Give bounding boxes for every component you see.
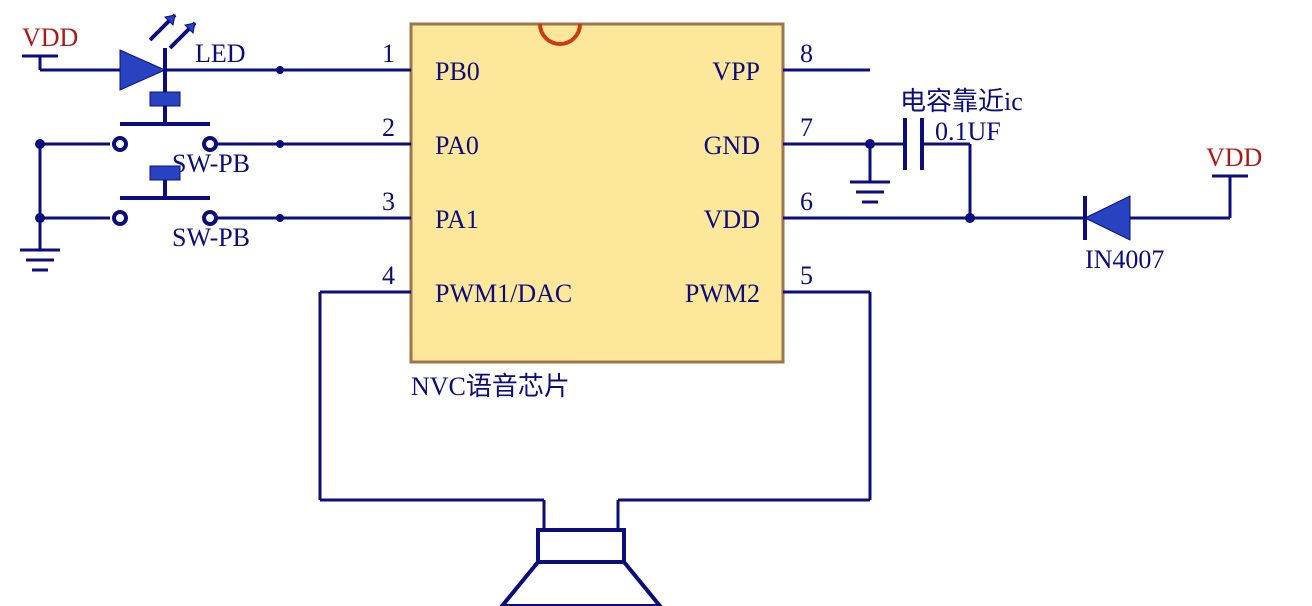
svg-text:VDD: VDD <box>22 23 78 52</box>
svg-text:电容靠近ic: 电容靠近ic <box>900 87 1023 116</box>
svg-text:4: 4 <box>382 261 395 290</box>
vdd-diode-net: VDD IN4007 <box>870 143 1262 274</box>
svg-text:2: 2 <box>382 113 395 142</box>
ic-label: NVC语音芯片 <box>411 372 570 401</box>
svg-text:8: 8 <box>800 39 813 68</box>
node-dot <box>276 140 284 148</box>
switch-2: SW-PB <box>40 166 280 252</box>
svg-text:GND: GND <box>704 131 760 160</box>
svg-text:SW-PB: SW-PB <box>172 223 250 252</box>
svg-text:VPP: VPP <box>712 57 760 86</box>
svg-text:3: 3 <box>382 187 395 216</box>
svg-text:7: 7 <box>800 113 813 142</box>
node-dot <box>276 66 284 74</box>
led-symbol: LED <box>120 15 280 92</box>
svg-text:PWM2: PWM2 <box>685 279 760 308</box>
svg-text:VDD: VDD <box>1206 143 1262 172</box>
svg-text:0.1UF: 0.1UF <box>935 117 1001 146</box>
svg-text:IN4007: IN4007 <box>1085 245 1164 274</box>
gnd-cap-net: 电容靠近ic 0.1UF <box>850 87 1023 218</box>
svg-text:LED: LED <box>195 39 246 68</box>
svg-text:5: 5 <box>800 261 813 290</box>
vdd-tap-left: VDD <box>22 23 120 70</box>
svg-text:PA0: PA0 <box>435 131 479 160</box>
svg-text:PA1: PA1 <box>435 205 479 234</box>
svg-text:6: 6 <box>800 187 813 216</box>
svg-text:PB0: PB0 <box>435 57 480 86</box>
svg-text:VDD: VDD <box>704 205 760 234</box>
svg-text:1: 1 <box>382 39 395 68</box>
switch-ground <box>20 139 60 270</box>
svg-text:SW-PB: SW-PB <box>172 149 250 178</box>
node-dot <box>276 214 284 222</box>
svg-text:PWM1/DAC: PWM1/DAC <box>435 279 572 308</box>
switch-1: SW-PB <box>40 92 280 178</box>
